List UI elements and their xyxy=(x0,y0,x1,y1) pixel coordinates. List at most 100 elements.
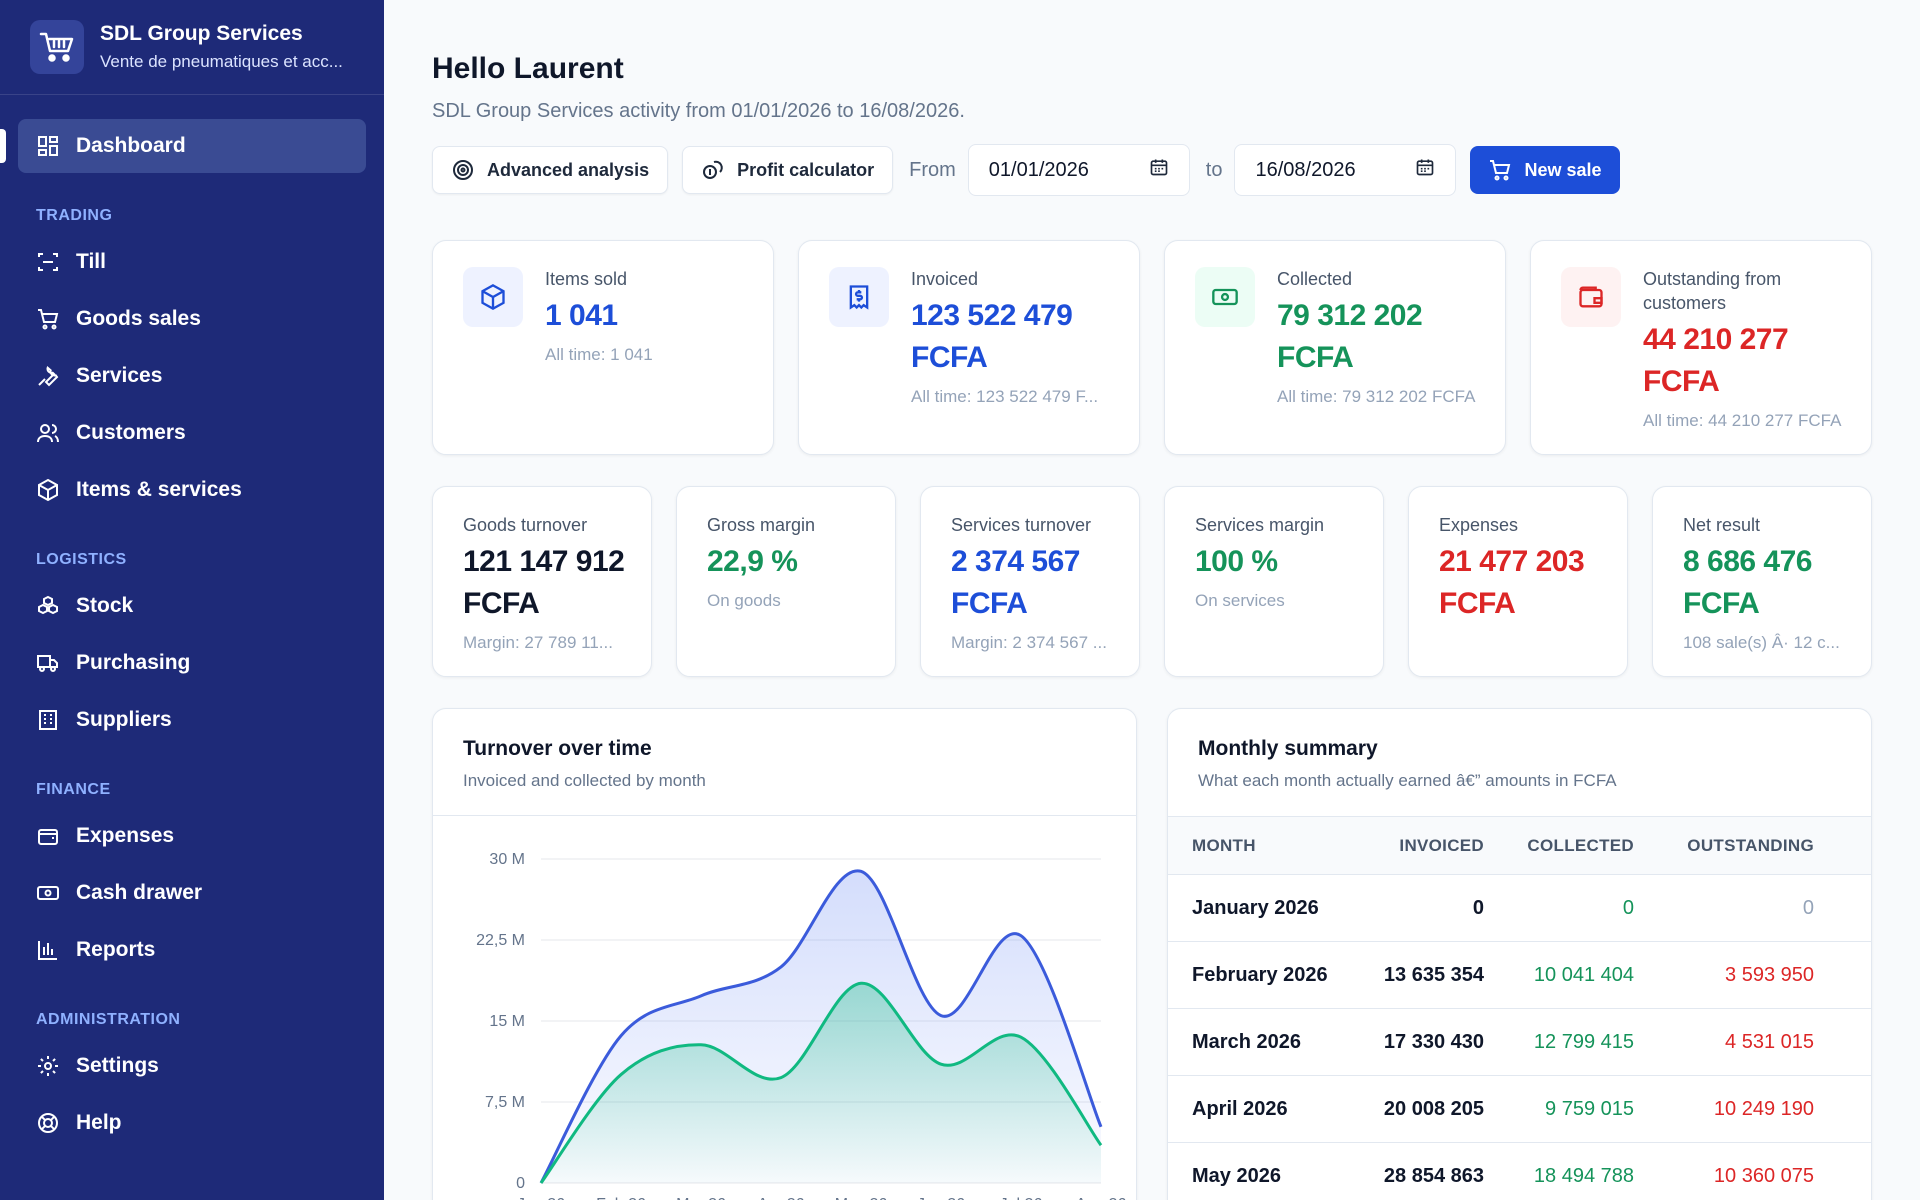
section-logistics: LOGISTICS xyxy=(36,551,127,568)
x-tick-label: Apr 26 xyxy=(757,1196,804,1200)
sidebar-item-label: Stock xyxy=(76,594,134,617)
invoiced-cell: 20 008 205 xyxy=(1358,1075,1508,1143)
sidebar-item-reports[interactable]: Reports xyxy=(18,923,366,977)
metric-value-unit: FCFA xyxy=(951,587,1028,620)
new-sale-button[interactable]: New sale xyxy=(1470,146,1620,194)
metric-label: Services margin xyxy=(1195,515,1325,535)
metric-note: 108 sale(s) Â· 12 c... xyxy=(1683,633,1840,652)
metric-value-unit: FCFA xyxy=(1683,587,1760,620)
page-subtitle: SDL Group Services activity from 01/01/2… xyxy=(432,100,965,122)
lifebuoy-icon xyxy=(36,1111,60,1135)
y-tick-label: 7,5 M xyxy=(485,1094,525,1111)
table-row[interactable]: May 2026 28 854 863 18 494 788 10 360 075 xyxy=(1168,1142,1871,1200)
table-row[interactable]: April 2026 20 008 205 9 759 015 10 249 190 xyxy=(1168,1075,1871,1143)
boxes-icon xyxy=(36,594,60,618)
sidebar: SDL Group Services Vente de pneumatiques… xyxy=(0,0,384,1200)
series-line-1 xyxy=(539,981,1103,1184)
new-sale-label: New sale xyxy=(1524,159,1602,180)
sidebar-item-label: Suppliers xyxy=(76,708,172,731)
y-tick-label: 30 M xyxy=(489,851,525,868)
month-cell: March 2026 xyxy=(1168,1008,1358,1076)
sidebar-item-services[interactable]: Services xyxy=(18,349,366,403)
metric-value: 21 477 203 FCFA xyxy=(1439,541,1611,625)
table-header-row: MONTH INVOICED COLLECTED OUTSTANDING xyxy=(1168,816,1871,875)
sidebar-item-help[interactable]: Help xyxy=(18,1096,366,1150)
from-date-input[interactable]: 01/01/2026 xyxy=(967,144,1190,196)
metric-label: Gross margin xyxy=(707,515,816,535)
calendar-icon[interactable] xyxy=(1149,157,1169,183)
outstanding-cell: 3 593 950 xyxy=(1658,941,1838,1009)
column-header-outstanding[interactable]: OUTSTANDING xyxy=(1658,816,1838,875)
month-cell: April 2026 xyxy=(1168,1075,1358,1143)
sidebar-item-purchasing[interactable]: Purchasing xyxy=(18,636,366,690)
from-label: From xyxy=(909,158,956,181)
metric-value-number: 121 147 912 xyxy=(463,545,625,578)
column-header-overflow xyxy=(1838,816,1871,875)
monthly-summary-panel: Monthly summary What each month actually… xyxy=(1167,708,1872,1200)
x-tick-label: Feb 26 xyxy=(596,1196,646,1200)
brand-subtitle: Vente de pneumatiques et acc... xyxy=(100,52,343,71)
column-header-month[interactable]: MONTH xyxy=(1168,816,1358,875)
profit-calculator-button[interactable]: Profit calculator xyxy=(682,146,894,194)
invoiced-cell: 28 854 863 xyxy=(1358,1142,1508,1200)
invoiced-cell: 17 330 430 xyxy=(1358,1008,1508,1076)
sidebar-item-items-services[interactable]: Items & services xyxy=(18,463,366,517)
collected-cell: 10 041 404 xyxy=(1508,941,1658,1009)
main-content: Hello Laurent SDL Group Services activit… xyxy=(384,0,1920,1200)
sidebar-item-settings[interactable]: Settings xyxy=(18,1039,366,1093)
turnover-area-chart: 0 7,5 M 15 M 22,5 M 30 M Jan 26 Feb 26 Mar 26 Ap… xyxy=(476,851,1126,1200)
summary-panel-subtitle: What each month actually earned â€” amou… xyxy=(1198,771,1617,790)
sidebar-item-dashboard[interactable]: Dashboard xyxy=(0,119,366,173)
monthly-summary-table: MONTH INVOICED COLLECTED OUTSTANDING Jan… xyxy=(1168,816,1871,1200)
metric-value: 22,9 % xyxy=(707,541,879,583)
sidebar-item-till[interactable]: Till xyxy=(18,235,366,289)
x-tick-label: Mar 26 xyxy=(676,1196,726,1200)
series-line-0 xyxy=(539,869,1103,1184)
kpi-value-number: 1 041 xyxy=(545,299,618,332)
outstanding-cell: 0 xyxy=(1658,874,1838,942)
sidebar-item-label: Till xyxy=(76,250,106,273)
to-date-input[interactable]: 16/08/2026 xyxy=(1234,144,1457,196)
y-tick-label: 15 M xyxy=(489,1013,525,1030)
sidebar-item-expenses[interactable]: Expenses xyxy=(18,809,366,863)
table-row[interactable]: January 2026 0 0 0 xyxy=(1168,874,1871,942)
sidebar-item-label: Purchasing xyxy=(76,651,191,674)
metric-value-number: 2 374 567 xyxy=(951,545,1080,578)
sidebar-item-customers[interactable]: Customers xyxy=(18,406,366,460)
calendar-icon[interactable] xyxy=(1415,157,1435,183)
column-header-invoiced[interactable]: INVOICED xyxy=(1358,816,1508,875)
metric-value-number: 22,9 % xyxy=(707,545,798,578)
summary-panel-title: Monthly summary xyxy=(1198,737,1378,760)
sidebar-item-cash-drawer[interactable]: Cash drawer xyxy=(18,866,366,920)
sidebar-item-label: Dashboard xyxy=(76,134,186,157)
metric-gross-margin-card: Gross margin 22,9 % On goods xyxy=(676,486,896,677)
toolbar: Advanced analysis Profit calculator From… xyxy=(432,144,1920,196)
metric-note: On goods xyxy=(707,591,781,610)
metric-services-margin-card: Services margin 100 % On services xyxy=(1164,486,1384,677)
kpi-value: 123 522 479 FCFA xyxy=(911,295,1123,379)
overflow-cell xyxy=(1838,874,1871,942)
sidebar-item-goods-sales[interactable]: Goods sales xyxy=(18,292,366,346)
chart-panel-title: Turnover over time xyxy=(463,737,652,760)
sidebar-item-suppliers[interactable]: Suppliers xyxy=(18,693,366,747)
kpi-value: 44 210 277 FCFA xyxy=(1643,319,1855,403)
table-row[interactable]: February 2026 13 635 354 10 041 404 3 593 9… xyxy=(1168,941,1871,1009)
x-tick-label: Jun 26 xyxy=(917,1196,965,1200)
x-tick-label: Jan 26 xyxy=(517,1196,565,1200)
kpi-value-unit: FCFA xyxy=(911,341,988,374)
advanced-analysis-button[interactable]: Advanced analysis xyxy=(432,146,669,194)
turnover-chart-panel: Turnover over time Invoiced and collecte… xyxy=(432,708,1137,1200)
banknote-icon xyxy=(1195,267,1255,327)
sidebar-item-stock[interactable]: Stock xyxy=(18,579,366,633)
table-row[interactable]: March 2026 17 330 430 12 799 415 4 531 015 xyxy=(1168,1008,1871,1076)
collected-cell: 0 xyxy=(1508,874,1658,942)
y-tick-label: 22,5 M xyxy=(476,932,525,949)
kpi-label: Items sold xyxy=(545,269,628,289)
month-cell: February 2026 xyxy=(1168,941,1358,1009)
column-header-collected[interactable]: COLLECTED xyxy=(1508,816,1658,875)
outstanding-cell: 4 531 015 xyxy=(1658,1008,1838,1076)
sidebar-item-label: Help xyxy=(76,1111,122,1134)
month-cell: May 2026 xyxy=(1168,1142,1358,1200)
cash-icon xyxy=(36,881,60,905)
sidebar-item-label: Customers xyxy=(76,421,186,444)
